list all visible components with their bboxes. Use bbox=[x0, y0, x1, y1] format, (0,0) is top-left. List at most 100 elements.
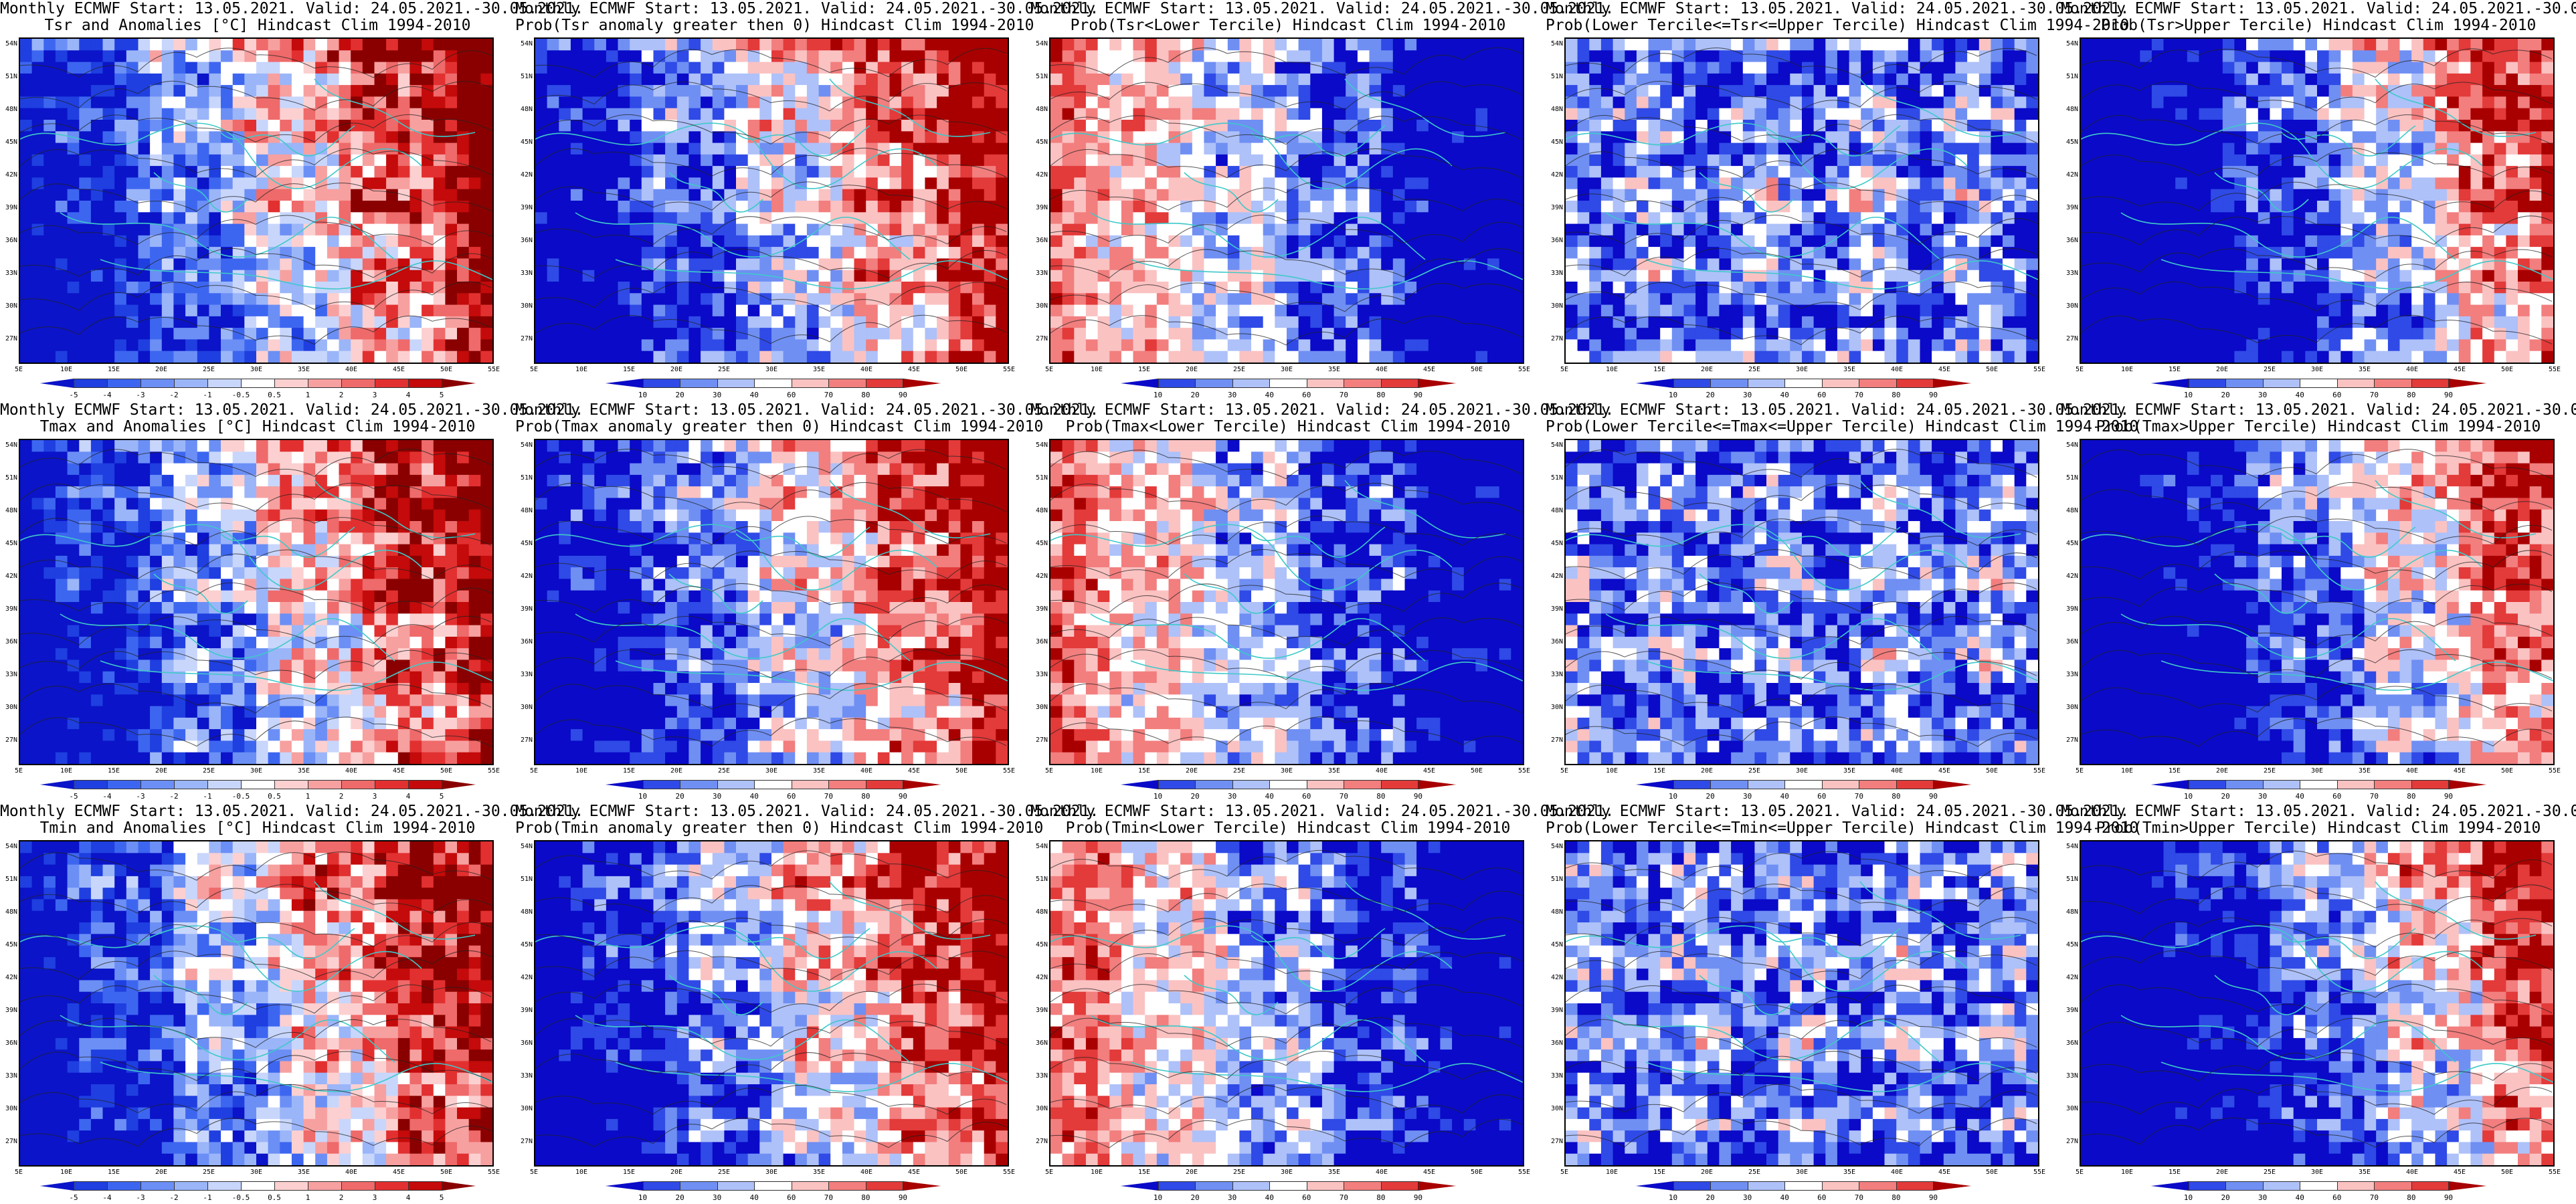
longitude-label: 20E bbox=[1185, 366, 1198, 373]
panel-title: Monthly ECMWF Start: 13.05.2021. Valid: … bbox=[0, 0, 584, 17]
longitude-label: 20E bbox=[1700, 366, 1714, 373]
colorbar-segment bbox=[141, 379, 175, 388]
longitude-label: 35E bbox=[1843, 1169, 1856, 1176]
longitude-label: 40E bbox=[1375, 767, 1388, 775]
colorbar-segment bbox=[1933, 780, 1971, 789]
latitude-label: 51N bbox=[520, 73, 533, 80]
latitude-label: 42N bbox=[1035, 974, 1048, 981]
map-plot bbox=[534, 840, 1009, 1167]
longitude-label: 45E bbox=[2453, 1169, 2466, 1176]
latitude-label: 36N bbox=[1035, 237, 1048, 244]
colorbar-segment bbox=[141, 780, 175, 789]
colorbar-label: 3 bbox=[372, 391, 377, 399]
colorbar-label: 60 bbox=[1817, 391, 1827, 399]
longitude-label: 20E bbox=[1185, 1169, 1198, 1176]
colorbar bbox=[1636, 1181, 1971, 1191]
colorbar-label: 70 bbox=[1854, 1193, 1863, 1202]
latitude-label: 33N bbox=[520, 270, 533, 277]
longitude-label: 20E bbox=[155, 1169, 168, 1176]
latitude-label: 45N bbox=[2065, 540, 2078, 547]
longitude-label: 50E bbox=[1985, 366, 1999, 373]
longitude-label: 25E bbox=[2263, 366, 2276, 373]
colorbar-label: 80 bbox=[1892, 391, 1901, 399]
panel-title: Monthly ECMWF Start: 13.05.2021. Valid: … bbox=[2061, 0, 2576, 17]
latitude-label: 30N bbox=[520, 704, 533, 711]
map-plot bbox=[2080, 840, 2555, 1167]
map-field bbox=[2081, 440, 2553, 764]
latitude-label: 48N bbox=[1550, 908, 1563, 916]
colorbar-segment bbox=[1344, 379, 1382, 388]
colorbar-segment bbox=[274, 1181, 308, 1191]
latitude-label: 48N bbox=[1550, 106, 1563, 113]
colorbar-segment bbox=[1195, 379, 1233, 388]
colorbar-segment bbox=[1344, 1181, 1382, 1191]
latitude-label: 39N bbox=[520, 605, 533, 613]
map-panel: Monthly ECMWF Start: 13.05.2021. Valid: … bbox=[1546, 401, 2138, 803]
colorbar bbox=[606, 780, 941, 789]
longitude-label: 30E bbox=[1280, 767, 1293, 775]
longitude-label: 40E bbox=[1375, 1169, 1388, 1176]
colorbar-segment bbox=[680, 1181, 718, 1191]
panel-subtitle: Tmax and Anomalies [°C] Hindcast Clim 19… bbox=[39, 418, 476, 435]
panel-subtitle: Tmin and Anomalies [°C] Hindcast Clim 19… bbox=[39, 819, 476, 837]
longitude-label: 35E bbox=[2358, 366, 2371, 373]
latitude-label: 27N bbox=[2065, 736, 2078, 744]
colorbar-label: 70 bbox=[824, 391, 833, 399]
colorbar bbox=[40, 379, 476, 388]
map-panel: Monthly ECMWF Start: 13.05.2021. Valid: … bbox=[1030, 803, 1614, 1204]
map-panel: Monthly ECMWF Start: 13.05.2021. Valid: … bbox=[0, 803, 583, 1204]
latitude-label: 42N bbox=[1550, 974, 1563, 981]
map-panel: Monthly ECMWF Start: 13.05.2021. Valid: … bbox=[2061, 803, 2576, 1204]
colorbar-label: 10 bbox=[638, 1193, 648, 1202]
longitude-label: 5E bbox=[529, 1169, 539, 1176]
latitude-label: 51N bbox=[520, 876, 533, 883]
longitude-label: 5E bbox=[1044, 767, 1054, 775]
map-panel: Monthly ECMWF Start: 13.05.2021. Valid: … bbox=[1030, 0, 1615, 401]
colorbar-segment bbox=[1232, 379, 1271, 388]
longitude-label: 35E bbox=[812, 366, 826, 373]
map-plot bbox=[534, 439, 1009, 765]
colorbar-segment bbox=[865, 379, 904, 388]
colorbar-label: 30 bbox=[2258, 792, 2268, 801]
colorbar-label: 2 bbox=[339, 391, 344, 399]
colorbar-segment bbox=[1306, 780, 1345, 789]
colorbar-segment bbox=[717, 1181, 755, 1191]
latitude-label: 36N bbox=[1035, 1039, 1048, 1047]
latitude-label: 27N bbox=[520, 335, 533, 342]
latitude-label: 48N bbox=[5, 908, 17, 916]
colorbar-segment bbox=[717, 780, 755, 789]
colorbar-segment bbox=[2411, 379, 2450, 388]
panel-title: Monthly ECMWF Start: 13.05.2021. Valid: … bbox=[1546, 0, 2130, 17]
longitude-label: 45E bbox=[392, 767, 405, 775]
latitude-label: 30N bbox=[1035, 704, 1048, 711]
longitude-label: 40E bbox=[860, 767, 873, 775]
colorbar-segment bbox=[174, 1181, 208, 1191]
longitude-label: 30E bbox=[250, 366, 263, 373]
colorbar bbox=[2151, 780, 2486, 789]
colorbar-label: 30 bbox=[1228, 792, 1237, 801]
latitude-label: 30N bbox=[2065, 302, 2078, 310]
longitude-label: 55E bbox=[2548, 366, 2561, 373]
colorbar-segment bbox=[2262, 379, 2301, 388]
colorbar-segment bbox=[2188, 1181, 2227, 1191]
panel-title: Monthly ECMWF Start: 13.05.2021. Valid: … bbox=[1546, 401, 2130, 419]
longitude-label: 10E bbox=[60, 767, 73, 775]
longitude-label: 45E bbox=[1422, 1169, 1436, 1176]
longitude-label: 5E bbox=[2075, 1169, 2084, 1176]
colorbar-segment bbox=[2448, 780, 2486, 789]
colorbar-segment bbox=[1380, 1181, 1419, 1191]
longitude-label: 45E bbox=[2453, 767, 2466, 775]
colorbar-label: 40 bbox=[1780, 1193, 1789, 1202]
latitude-label: 36N bbox=[1035, 638, 1048, 645]
latitude-label: 54N bbox=[520, 843, 533, 850]
panel-title: Monthly ECMWF Start: 13.05.2021. Valid: … bbox=[1030, 0, 1615, 17]
colorbar-segment bbox=[791, 1181, 830, 1191]
colorbar-label: -1 bbox=[203, 391, 212, 399]
colorbar-label: 90 bbox=[2444, 792, 2454, 801]
map-field bbox=[1566, 440, 2038, 764]
map-field bbox=[20, 440, 492, 764]
colorbar-segment bbox=[1380, 379, 1419, 388]
colorbar-segment bbox=[1636, 780, 1674, 789]
colorbar-label: -3 bbox=[136, 391, 145, 399]
